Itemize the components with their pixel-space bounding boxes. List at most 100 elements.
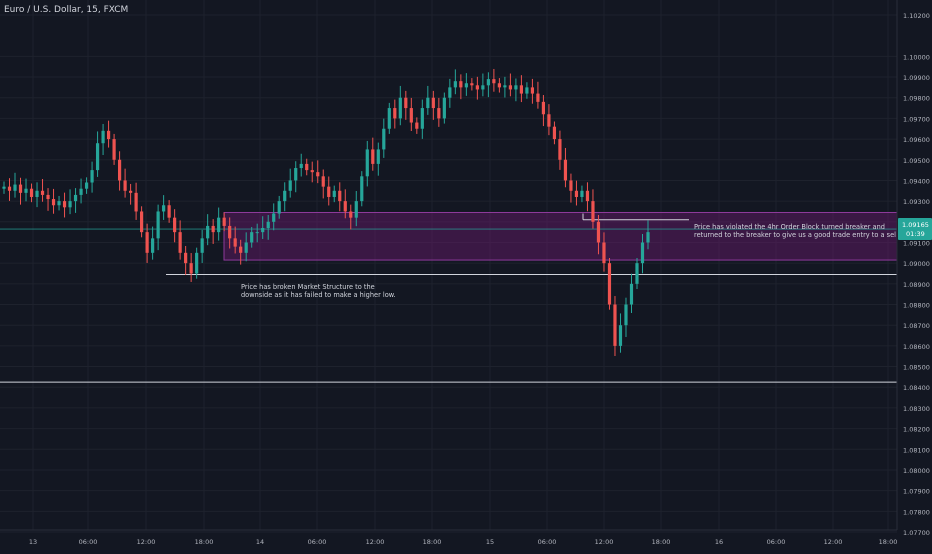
candle[interactable] <box>128 183 133 205</box>
candle[interactable] <box>387 102 391 134</box>
candle[interactable] <box>354 190 358 227</box>
candle[interactable] <box>547 104 551 136</box>
candle[interactable] <box>217 207 221 241</box>
candle[interactable] <box>552 121 557 145</box>
candle[interactable] <box>106 120 111 148</box>
candle[interactable] <box>618 313 623 353</box>
candle[interactable] <box>343 189 347 219</box>
candle[interactable] <box>145 223 149 263</box>
candle[interactable] <box>371 137 375 171</box>
candle[interactable] <box>624 297 628 337</box>
candle[interactable] <box>514 78 518 102</box>
candle[interactable] <box>283 182 287 212</box>
candle[interactable] <box>79 178 83 204</box>
candle[interactable] <box>310 161 314 183</box>
candle[interactable] <box>409 97 413 132</box>
candle[interactable] <box>29 183 34 203</box>
candle[interactable] <box>629 273 634 313</box>
candle[interactable] <box>24 178 28 202</box>
candle[interactable] <box>596 214 601 255</box>
candle[interactable] <box>420 99 424 139</box>
candle[interactable] <box>459 74 463 100</box>
candle[interactable] <box>558 130 562 170</box>
candle[interactable] <box>574 180 579 206</box>
candle[interactable] <box>569 173 573 203</box>
candle[interactable] <box>151 226 155 260</box>
candle[interactable] <box>112 133 116 165</box>
candle[interactable] <box>580 185 584 203</box>
candle[interactable] <box>525 82 529 99</box>
candle[interactable] <box>426 85 430 115</box>
candle[interactable] <box>134 182 138 220</box>
candle[interactable] <box>448 78 452 108</box>
candle[interactable] <box>431 90 435 120</box>
candle[interactable] <box>156 204 160 251</box>
candle[interactable] <box>101 123 105 156</box>
candle[interactable] <box>222 212 226 232</box>
candle[interactable] <box>117 151 122 191</box>
candle[interactable] <box>376 142 380 176</box>
candle[interactable] <box>316 160 320 184</box>
candle[interactable] <box>415 117 419 134</box>
candle[interactable] <box>327 176 331 206</box>
candle[interactable] <box>602 232 606 272</box>
candle[interactable] <box>404 90 408 120</box>
candle[interactable] <box>497 78 501 93</box>
candle[interactable] <box>508 73 512 97</box>
candle[interactable] <box>173 209 177 243</box>
candle[interactable] <box>244 232 248 262</box>
candle[interactable] <box>481 73 485 97</box>
candle[interactable] <box>382 118 386 158</box>
candle[interactable] <box>288 168 292 198</box>
candle[interactable] <box>277 195 281 219</box>
candle[interactable] <box>541 95 546 127</box>
candle[interactable] <box>211 219 215 244</box>
candle[interactable] <box>585 182 590 212</box>
candle[interactable] <box>442 92 446 124</box>
candle[interactable] <box>35 182 39 208</box>
price-axis[interactable] <box>897 0 932 550</box>
candle[interactable] <box>503 76 507 98</box>
candle[interactable] <box>635 257 639 290</box>
candle[interactable] <box>393 99 397 129</box>
candle[interactable] <box>189 253 193 282</box>
candle[interactable] <box>360 171 364 207</box>
candle[interactable] <box>486 72 490 98</box>
candle[interactable] <box>453 69 457 95</box>
candle[interactable] <box>40 178 45 202</box>
candle[interactable] <box>519 75 524 103</box>
candle[interactable] <box>90 161 94 193</box>
candle[interactable] <box>365 140 369 187</box>
candle[interactable] <box>13 172 17 198</box>
candle[interactable] <box>184 245 188 275</box>
candle[interactable] <box>299 153 303 177</box>
candle[interactable] <box>162 195 166 220</box>
candle[interactable] <box>95 131 100 177</box>
candle[interactable] <box>2 181 6 194</box>
candle[interactable] <box>178 220 182 260</box>
candle[interactable] <box>272 203 276 231</box>
candle[interactable] <box>640 234 645 274</box>
candle[interactable] <box>73 188 78 213</box>
candle[interactable] <box>7 178 12 201</box>
candle[interactable] <box>84 177 89 194</box>
candle[interactable] <box>228 217 232 249</box>
candle[interactable] <box>492 68 496 92</box>
candle[interactable] <box>167 200 171 223</box>
candle[interactable] <box>349 204 353 230</box>
candle[interactable] <box>206 214 210 246</box>
candle[interactable] <box>613 296 617 357</box>
candle[interactable] <box>239 239 243 265</box>
candle[interactable] <box>332 185 336 203</box>
candle[interactable] <box>536 81 540 109</box>
candle[interactable] <box>261 216 265 239</box>
candle[interactable] <box>62 192 67 218</box>
candle[interactable] <box>195 247 199 279</box>
candle[interactable] <box>646 220 650 250</box>
candle[interactable] <box>68 189 72 215</box>
candle[interactable] <box>57 195 61 211</box>
candle[interactable] <box>233 226 237 254</box>
candle[interactable] <box>123 168 127 198</box>
